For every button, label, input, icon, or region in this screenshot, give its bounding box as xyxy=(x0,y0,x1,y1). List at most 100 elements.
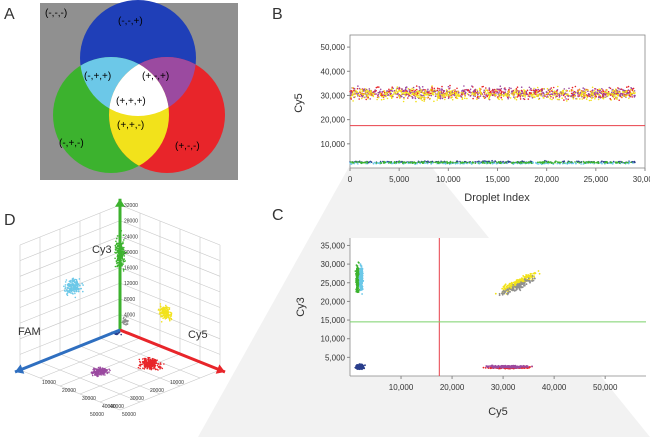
panel-b-point xyxy=(373,92,375,95)
panel-b-point xyxy=(523,161,525,164)
panel-b-point xyxy=(634,161,636,164)
panel-d-point xyxy=(156,368,158,371)
panel-d-point xyxy=(145,360,148,362)
panel-d-point xyxy=(74,296,77,299)
panel-b-point xyxy=(445,89,448,91)
panel-b-point xyxy=(542,95,544,97)
panel-c-frame xyxy=(350,238,646,376)
panel-b-point xyxy=(616,162,618,164)
panel-b-point xyxy=(509,97,512,99)
panel-d-point xyxy=(168,308,171,311)
panel-d-point xyxy=(160,314,162,316)
panel-d-point xyxy=(125,324,127,326)
panel-b-point xyxy=(465,161,467,164)
panel-d-point xyxy=(153,361,156,363)
panel-b-point xyxy=(572,162,575,164)
panel-d-point xyxy=(116,235,119,237)
panel-b-point xyxy=(590,161,592,164)
panel-b-point xyxy=(574,91,577,93)
panel-b-point xyxy=(360,92,362,94)
panel-c-point xyxy=(360,265,363,268)
panel-b-point xyxy=(376,86,379,88)
panel-b-point xyxy=(556,98,559,101)
panel-d-point xyxy=(157,362,159,365)
panel-b-point xyxy=(620,92,623,95)
panel-b-point xyxy=(466,93,469,95)
panel-b-point xyxy=(540,95,542,97)
panel-b-point xyxy=(573,93,576,96)
panel-b-point xyxy=(370,89,372,92)
panel-d-point xyxy=(68,285,71,287)
panel-b-point xyxy=(516,90,518,92)
panel-d-point xyxy=(151,360,154,362)
panel-d-point xyxy=(165,314,167,316)
panel-d-point xyxy=(164,309,167,312)
panel-c-point xyxy=(361,293,363,295)
panel-b-point xyxy=(474,162,477,164)
panel-b-point xyxy=(460,91,463,94)
panel-c-point xyxy=(488,365,491,367)
panel-c-point xyxy=(359,286,362,289)
panel-d-point xyxy=(70,290,73,293)
panel-c-point xyxy=(518,287,521,289)
panel-c-point xyxy=(512,281,515,284)
panel-d-point xyxy=(122,322,125,325)
panel-b-point xyxy=(590,91,593,93)
panel-b-point xyxy=(614,89,617,92)
panel-d-point xyxy=(74,292,76,295)
panel-b-point xyxy=(395,88,398,91)
panel-b-point xyxy=(464,97,466,100)
panel-b-point xyxy=(594,93,597,96)
panel-b-point xyxy=(613,98,616,100)
panel-c-xlabel: Cy5 xyxy=(488,406,508,418)
panel-b-point xyxy=(414,93,416,95)
panel-b-point xyxy=(492,92,495,95)
panel-b-point xyxy=(601,160,603,162)
panel-b-point xyxy=(355,92,358,94)
panel-b-point xyxy=(427,88,429,91)
panel-b-point xyxy=(596,92,598,95)
panel-d-point xyxy=(71,278,74,280)
panel-c-point xyxy=(360,364,363,367)
panel-d-points xyxy=(63,230,173,378)
panel-b-point xyxy=(604,161,607,164)
panel-b-point xyxy=(601,162,603,164)
panel-b-point xyxy=(491,159,493,162)
panel-d-point xyxy=(167,316,170,319)
panel-b-point xyxy=(429,97,432,100)
panel-b-point xyxy=(633,90,636,92)
panel-c-point xyxy=(357,287,360,289)
panel-b-point xyxy=(526,89,529,92)
panel-b-point xyxy=(375,162,378,164)
venn-label-right: (+,-,-) xyxy=(175,141,200,152)
panel-b-point xyxy=(488,96,491,99)
panel-b-point xyxy=(450,91,452,94)
panel-b-point xyxy=(460,95,462,98)
panel-d-point xyxy=(123,320,126,323)
panel-d-point xyxy=(170,313,173,315)
panel-c-point xyxy=(360,285,362,287)
panel-d-point xyxy=(169,316,171,318)
panel-c-point xyxy=(525,275,528,277)
panel-b-point xyxy=(483,96,485,99)
panel-b-point xyxy=(417,94,420,97)
panel-b-point xyxy=(512,94,515,97)
panel-b-point xyxy=(421,96,424,98)
panel-c-point xyxy=(521,365,524,368)
panel-d-gridline xyxy=(19,204,121,246)
panel-b-point xyxy=(395,162,398,164)
panel-b-point xyxy=(563,99,565,101)
panel-b-point xyxy=(464,92,467,95)
panel-b-point xyxy=(587,89,589,91)
panel-b-point xyxy=(485,89,487,91)
panel-b-point xyxy=(462,93,465,95)
panel-b-point xyxy=(405,86,407,89)
panel-d-point xyxy=(74,278,77,281)
panel-b-point xyxy=(593,161,595,163)
panel-c-y-tick-label: 20,000 xyxy=(321,297,346,306)
panel-d-point xyxy=(64,286,67,288)
panel-b-point xyxy=(609,161,612,164)
panel-b-point xyxy=(531,161,534,163)
panel-b-point xyxy=(496,88,498,90)
